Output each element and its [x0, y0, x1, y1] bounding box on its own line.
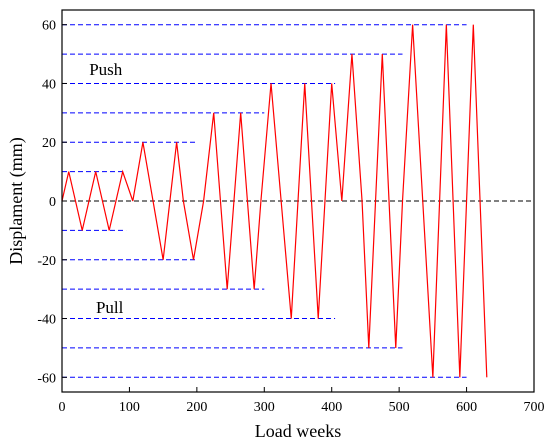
x-tick-label: 700 — [524, 400, 545, 415]
annotation-label-0: Push — [89, 60, 123, 79]
y-tick-label: 60 — [42, 19, 56, 34]
y-tick-label: -20 — [37, 254, 56, 269]
x-tick-label: 0 — [59, 400, 66, 415]
y-tick-label: -40 — [37, 313, 56, 328]
y-axis-title: Displament (mm) — [6, 137, 27, 264]
annotation-label-1: Pull — [96, 298, 124, 317]
annotations: Push Pull — [89, 60, 123, 317]
series-line-0 — [61, 24, 488, 378]
x-tick-label: 400 — [321, 400, 342, 415]
x-tick-label: 500 — [389, 400, 410, 415]
y-tick-label: 0 — [49, 195, 56, 210]
x-tick-label: 600 — [456, 400, 477, 415]
envelope-lines — [62, 24, 467, 378]
x-tick-label: 300 — [254, 400, 275, 415]
series-layer — [61, 24, 488, 378]
y-tick-label: 20 — [42, 136, 56, 151]
x-tick-label: 200 — [186, 400, 207, 415]
x-tick-label: 100 — [119, 400, 140, 415]
x-axis-title: Load weeks — [255, 421, 341, 441]
y-tick-label: -60 — [37, 371, 56, 386]
ticks: 0 100 200 300 400 500 600 700 -60 -40 -20 0 20 40 60 — [37, 19, 544, 415]
y-tick-label: 40 — [42, 77, 56, 92]
